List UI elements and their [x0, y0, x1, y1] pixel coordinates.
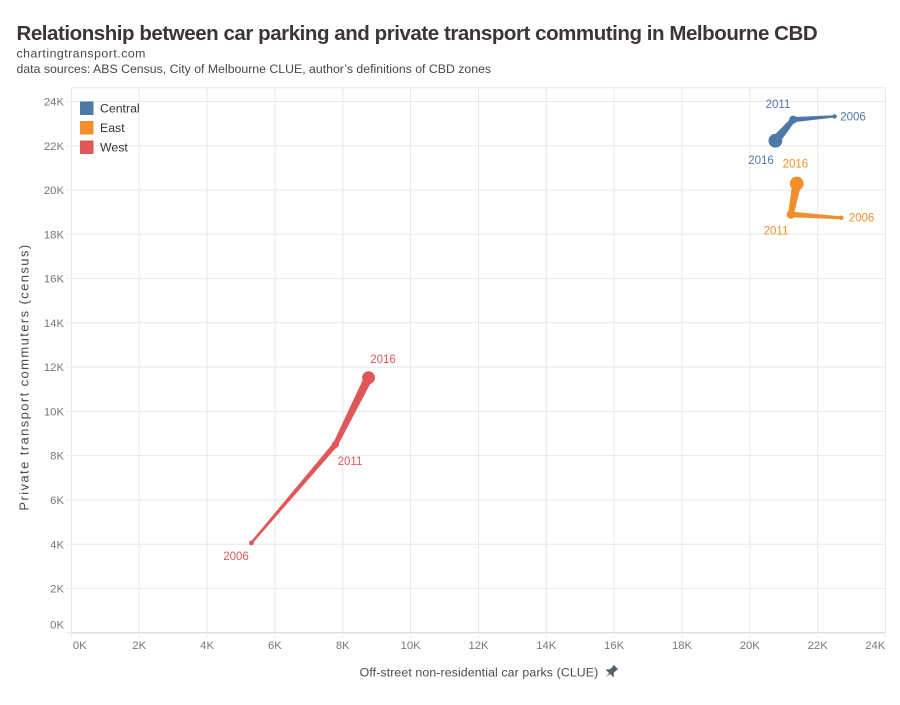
svg-text:2K: 2K	[50, 584, 64, 596]
svg-text:24K: 24K	[44, 97, 65, 109]
svg-text:16K: 16K	[604, 640, 625, 652]
svg-text:14K: 14K	[44, 318, 65, 330]
svg-text:2006: 2006	[840, 112, 866, 124]
svg-text:East: East	[100, 121, 125, 135]
svg-text:2016: 2016	[783, 159, 809, 171]
svg-text:20K: 20K	[740, 640, 761, 652]
svg-text:18K: 18K	[44, 229, 65, 241]
svg-text:2011: 2011	[766, 99, 791, 111]
svg-text:10K: 10K	[44, 407, 65, 419]
svg-text:20K: 20K	[44, 185, 65, 197]
svg-text:Off-street non-residential car: Off-street non-residential car parks (CL…	[360, 666, 599, 680]
svg-text:14K: 14K	[536, 640, 557, 652]
svg-text:chartingtransport.com: chartingtransport.com	[17, 46, 146, 60]
svg-text:16K: 16K	[44, 274, 65, 286]
svg-text:2016: 2016	[370, 354, 396, 366]
svg-text:2011: 2011	[338, 456, 363, 468]
svg-text:0K: 0K	[50, 619, 64, 631]
svg-text:4K: 4K	[50, 539, 64, 551]
svg-text:2016: 2016	[748, 155, 774, 167]
svg-text:22K: 22K	[44, 141, 65, 153]
svg-text:6K: 6K	[268, 640, 282, 652]
svg-text:West: West	[100, 141, 128, 155]
svg-text:0K: 0K	[73, 640, 87, 652]
svg-text:8K: 8K	[336, 640, 350, 652]
svg-text:8K: 8K	[50, 451, 64, 463]
svg-text:12K: 12K	[44, 362, 65, 374]
svg-text:12K: 12K	[468, 640, 489, 652]
svg-text:22K: 22K	[808, 640, 829, 652]
svg-text:2K: 2K	[132, 640, 146, 652]
svg-text:18K: 18K	[672, 640, 693, 652]
svg-text:10K: 10K	[401, 640, 422, 652]
svg-text:Relationship between car parki: Relationship between car parking and pri…	[17, 22, 818, 45]
svg-text:4K: 4K	[200, 640, 214, 652]
svg-text:Private transport commuters (c: Private transport commuters (census)	[16, 243, 31, 510]
svg-text:24K: 24K	[865, 640, 886, 652]
svg-text:2006: 2006	[223, 551, 249, 563]
svg-text:2006: 2006	[849, 213, 875, 225]
svg-text:6K: 6K	[50, 495, 64, 507]
svg-text:data sources: ABS Census, City: data sources: ABS Census, City of Melbou…	[17, 62, 492, 76]
svg-text:Central: Central	[100, 102, 140, 116]
svg-text:2011: 2011	[764, 226, 789, 238]
